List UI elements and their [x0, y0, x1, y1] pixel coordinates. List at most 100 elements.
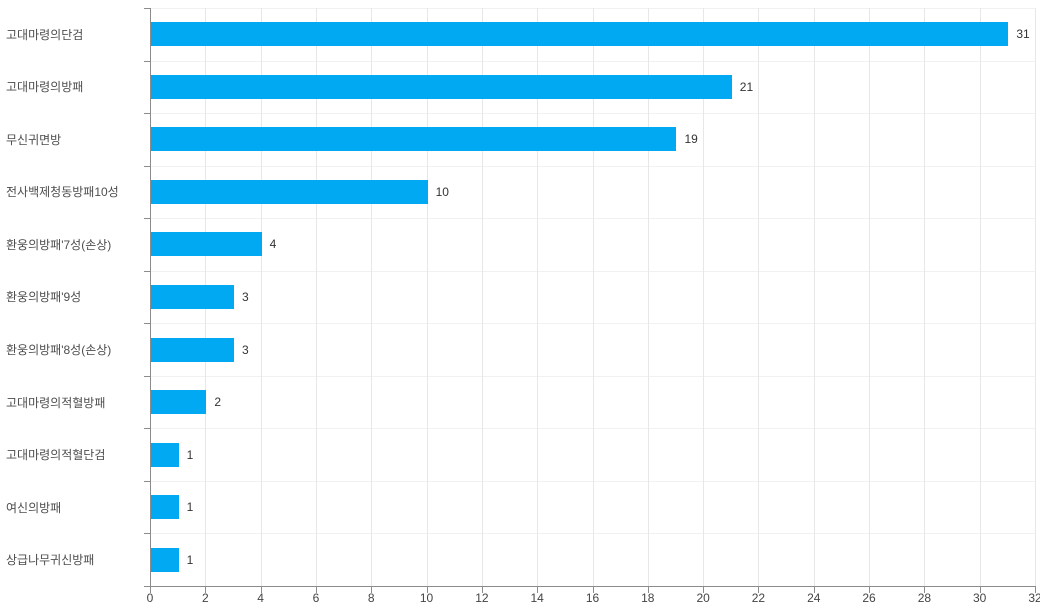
x-tick-label: 14	[530, 591, 544, 605]
x-tick-label: 2	[201, 591, 209, 605]
y-axis-tick	[144, 480, 150, 482]
bar[interactable]	[151, 547, 179, 572]
x-axis-tick	[703, 587, 705, 593]
x-tick-label: 32	[1028, 591, 1040, 605]
vertical-gridline	[592, 8, 594, 586]
vertical-gridline	[703, 8, 705, 586]
x-axis-tick	[150, 587, 151, 593]
bar[interactable]	[151, 285, 234, 309]
category-label: 고대마령의적혈단검	[6, 448, 106, 463]
vertical-gridline	[647, 8, 649, 586]
x-tick-label: 12	[475, 591, 489, 605]
category-label: 전사백제청동방패10성	[6, 185, 119, 200]
vertical-gridline	[758, 8, 760, 586]
y-axis-tick	[144, 8, 150, 9]
vertical-gridline	[924, 8, 926, 586]
x-axis-tick	[592, 587, 594, 593]
x-axis-tick	[647, 587, 649, 593]
vertical-gridline	[426, 8, 428, 586]
x-axis-tick	[979, 587, 981, 593]
bar-value-label: 19	[684, 132, 698, 147]
y-axis-tick	[144, 218, 150, 220]
x-axis-tick	[205, 587, 207, 593]
y-axis-tick	[144, 60, 150, 62]
x-tick-label: 28	[917, 591, 932, 605]
y-axis-tick	[144, 586, 150, 587]
bar[interactable]	[151, 337, 234, 362]
x-axis-tick	[869, 587, 871, 593]
horizontal-gridline	[151, 375, 1036, 377]
vertical-gridline	[260, 8, 262, 586]
horizontal-gridline	[151, 480, 1036, 482]
y-axis-tick	[144, 428, 150, 430]
x-tick-label: 20	[696, 591, 710, 605]
x-axis-tick	[813, 587, 815, 593]
bar[interactable]	[151, 232, 262, 257]
bar[interactable]	[151, 74, 732, 99]
x-axis-tick	[371, 587, 373, 593]
x-axis-tick	[260, 587, 262, 593]
x-tick-label: 26	[862, 591, 876, 605]
vertical-gridline	[537, 8, 539, 586]
vertical-gridline	[813, 8, 815, 586]
horizontal-gridline	[151, 218, 1036, 220]
category-label: 고대마령의방패	[6, 80, 84, 95]
x-axis-tick	[537, 587, 539, 593]
bar-value-label: 3	[241, 342, 249, 357]
y-axis-line	[150, 8, 151, 587]
bar-value-label: 31	[1016, 27, 1030, 42]
category-label: 고대마령의적혈방패	[6, 395, 106, 410]
x-axis-tick	[758, 587, 760, 593]
horizontal-gridline	[151, 8, 1036, 9]
category-label: 고대마령의단검	[6, 27, 84, 42]
x-tick-label: 30	[973, 591, 987, 605]
horizontal-gridline	[151, 60, 1036, 62]
vertical-gridline	[315, 8, 317, 586]
bar-value-label: 1	[186, 500, 194, 515]
vertical-gridline	[1035, 8, 1036, 586]
y-axis-tick	[144, 113, 150, 115]
bar-value-label: 4	[269, 237, 277, 252]
y-axis-tick	[144, 323, 150, 325]
bar-value-label: 2	[214, 395, 221, 410]
x-axis-line	[150, 586, 1036, 587]
y-axis-tick	[144, 375, 150, 377]
horizontal-gridline	[151, 323, 1036, 325]
y-axis-tick	[144, 165, 150, 167]
x-tick-label: 24	[807, 591, 821, 605]
x-tick-label: 6	[312, 591, 320, 605]
category-label: 환웅의방패'8성(손상)	[6, 343, 112, 358]
bar-value-label: 3	[241, 290, 249, 304]
x-tick-label: 22	[751, 591, 766, 605]
bar[interactable]	[151, 22, 1009, 47]
x-tick-label: 16	[585, 591, 600, 605]
x-axis-tick	[315, 587, 317, 593]
x-tick-label: 8	[367, 591, 375, 605]
bar-value-label: 21	[739, 79, 754, 94]
vertical-gridline	[979, 8, 981, 586]
horizontal-gridline	[151, 270, 1036, 272]
x-axis-tick	[426, 587, 428, 593]
y-axis-tick	[144, 533, 150, 535]
vertical-gridline	[481, 8, 483, 586]
category-label: 환웅의방패'7성(손상)	[6, 237, 112, 252]
x-tick-label: 10	[419, 591, 434, 605]
horizontal-gridline	[151, 113, 1036, 115]
bar-value-label: 10	[435, 184, 449, 199]
bar-value-label: 1	[186, 447, 194, 462]
bar-value-label: 1	[186, 552, 194, 567]
bar[interactable]	[151, 127, 677, 152]
horizontal-gridline	[151, 533, 1036, 535]
category-label: 무신귀면방	[6, 132, 62, 147]
x-axis-tick	[481, 587, 483, 593]
bar[interactable]	[151, 442, 179, 467]
bar[interactable]	[151, 495, 179, 520]
plot-area: 31 21 19 10 4 3 3 2 1 1 1	[144, 8, 1036, 593]
category-label: 여신의방패	[6, 500, 62, 515]
horizontal-gridline	[151, 165, 1036, 167]
x-tick-label: 4	[257, 591, 264, 605]
bar[interactable]	[151, 390, 207, 415]
bar[interactable]	[151, 179, 428, 204]
vertical-gridline	[869, 8, 871, 586]
